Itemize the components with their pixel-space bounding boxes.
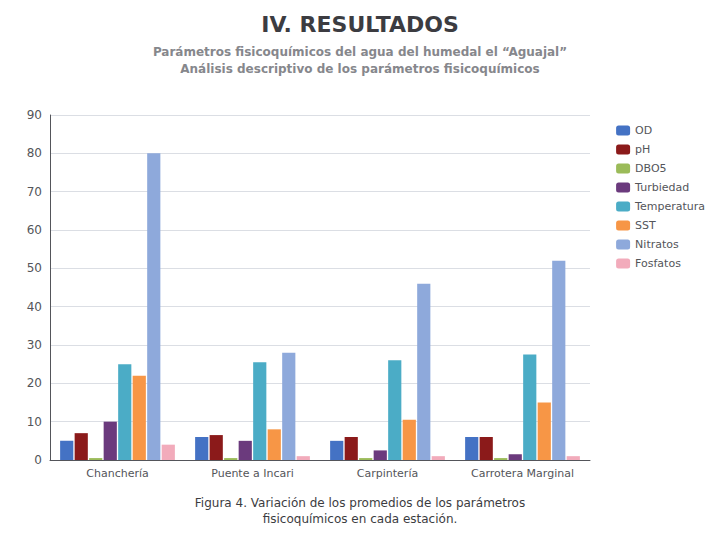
svg-text:Chanchería: Chanchería — [86, 467, 148, 480]
svg-text:Carpintería: Carpintería — [357, 467, 418, 480]
svg-text:90: 90 — [27, 108, 42, 122]
svg-text:pH: pH — [635, 143, 650, 156]
svg-text:OD: OD — [635, 124, 652, 137]
svg-text:Nitratos: Nitratos — [635, 238, 679, 251]
svg-text:Carrotera Marginal: Carrotera Marginal — [471, 467, 574, 480]
svg-text:Turbiedad: Turbiedad — [634, 181, 689, 194]
svg-text:fisicoquímicos en cada estació: fisicoquímicos en cada estación. — [263, 512, 458, 526]
svg-text:30: 30 — [27, 338, 42, 352]
svg-text:20: 20 — [27, 376, 42, 390]
svg-text:Figura 4. Variación de los pro: Figura 4. Variación de los promedios de … — [195, 496, 525, 510]
svg-text:Análisis descriptivo de los pa: Análisis descriptivo de los parámetros f… — [180, 62, 539, 76]
svg-text:70: 70 — [27, 185, 42, 199]
svg-text:Fosfatos: Fosfatos — [635, 257, 681, 270]
svg-text:DBO5: DBO5 — [635, 162, 666, 175]
svg-text:10: 10 — [27, 415, 42, 429]
svg-text:0: 0 — [34, 453, 42, 467]
svg-text:60: 60 — [27, 223, 42, 237]
svg-text:80: 80 — [27, 146, 42, 160]
svg-text:SST: SST — [635, 219, 656, 232]
svg-text:50: 50 — [27, 261, 42, 275]
svg-text:Puente a Incari: Puente a Incari — [211, 467, 294, 480]
svg-text:40: 40 — [27, 300, 42, 314]
svg-text:Temperatura: Temperatura — [634, 200, 705, 213]
svg-text:IV. RESULTADOS: IV. RESULTADOS — [261, 12, 459, 37]
svg-text:Parámetros fisicoquímicos del: Parámetros fisicoquímicos del agua del h… — [153, 45, 567, 59]
